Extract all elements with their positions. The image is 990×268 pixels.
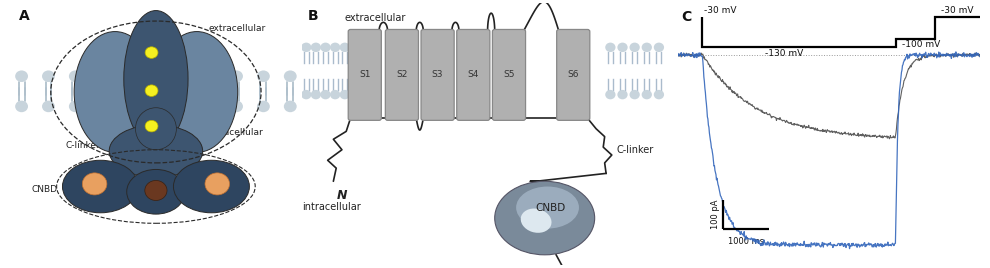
- Circle shape: [146, 47, 158, 58]
- Text: C: C: [681, 10, 691, 24]
- Circle shape: [176, 70, 189, 82]
- Circle shape: [284, 70, 297, 82]
- Text: S3: S3: [432, 70, 444, 79]
- Circle shape: [321, 90, 331, 99]
- Circle shape: [96, 101, 109, 112]
- Circle shape: [605, 90, 616, 99]
- Ellipse shape: [521, 209, 551, 233]
- Ellipse shape: [74, 32, 156, 152]
- Circle shape: [230, 101, 243, 112]
- Text: A: A: [19, 9, 30, 23]
- Ellipse shape: [136, 108, 176, 150]
- Text: S5: S5: [503, 70, 515, 79]
- Ellipse shape: [173, 160, 249, 213]
- Text: B: B: [308, 9, 319, 23]
- Circle shape: [69, 70, 82, 82]
- Circle shape: [42, 70, 54, 82]
- Text: intracellular: intracellular: [209, 128, 263, 137]
- Text: S6: S6: [567, 70, 579, 79]
- Text: CNBD: CNBD: [536, 203, 565, 213]
- Circle shape: [642, 90, 652, 99]
- Circle shape: [311, 43, 321, 52]
- Ellipse shape: [62, 160, 139, 213]
- Circle shape: [149, 101, 162, 112]
- Text: -100 mV: -100 mV: [902, 40, 940, 50]
- Circle shape: [605, 43, 616, 52]
- Circle shape: [630, 90, 640, 99]
- Text: C-linker: C-linker: [616, 145, 653, 155]
- Circle shape: [15, 70, 28, 82]
- Circle shape: [618, 43, 628, 52]
- Text: extracellular: extracellular: [345, 13, 406, 23]
- Circle shape: [96, 70, 109, 82]
- Circle shape: [82, 173, 107, 195]
- Circle shape: [15, 101, 28, 112]
- Circle shape: [257, 70, 270, 82]
- Circle shape: [330, 90, 341, 99]
- Circle shape: [653, 90, 664, 99]
- Circle shape: [618, 90, 628, 99]
- Circle shape: [145, 180, 167, 200]
- Circle shape: [311, 90, 321, 99]
- Text: -30 mV: -30 mV: [704, 6, 737, 15]
- Circle shape: [42, 101, 54, 112]
- Circle shape: [257, 101, 270, 112]
- FancyBboxPatch shape: [456, 29, 490, 120]
- FancyBboxPatch shape: [556, 29, 590, 120]
- Ellipse shape: [495, 181, 595, 255]
- Circle shape: [69, 101, 82, 112]
- Circle shape: [149, 70, 162, 82]
- Text: 1000 ms: 1000 ms: [728, 237, 764, 246]
- Circle shape: [203, 70, 216, 82]
- Text: S1: S1: [359, 70, 370, 79]
- Text: CNBD: CNBD: [32, 185, 58, 194]
- Text: -130 mV: -130 mV: [764, 49, 803, 58]
- FancyBboxPatch shape: [385, 29, 419, 120]
- Circle shape: [301, 90, 312, 99]
- Text: 100 pA: 100 pA: [712, 200, 721, 229]
- Circle shape: [330, 43, 341, 52]
- Circle shape: [146, 120, 158, 132]
- FancyBboxPatch shape: [421, 29, 454, 120]
- Circle shape: [284, 101, 297, 112]
- Ellipse shape: [156, 32, 238, 152]
- Text: N: N: [337, 189, 347, 202]
- Text: C-linker: C-linker: [65, 141, 100, 150]
- Text: S4: S4: [467, 70, 479, 79]
- Text: extracellular: extracellular: [209, 24, 265, 34]
- Text: -30 mV: -30 mV: [940, 6, 973, 15]
- Ellipse shape: [516, 187, 579, 229]
- Circle shape: [203, 101, 216, 112]
- Circle shape: [123, 70, 136, 82]
- Circle shape: [630, 43, 640, 52]
- Circle shape: [230, 70, 243, 82]
- Circle shape: [321, 43, 331, 52]
- Circle shape: [642, 43, 652, 52]
- Ellipse shape: [127, 169, 185, 214]
- Text: intracellular: intracellular: [302, 202, 360, 212]
- Ellipse shape: [124, 10, 188, 147]
- Circle shape: [340, 43, 349, 52]
- Circle shape: [205, 173, 230, 195]
- Circle shape: [301, 43, 312, 52]
- Circle shape: [176, 101, 189, 112]
- Circle shape: [653, 43, 664, 52]
- Circle shape: [340, 90, 349, 99]
- FancyBboxPatch shape: [348, 29, 381, 120]
- FancyBboxPatch shape: [492, 29, 526, 120]
- Ellipse shape: [109, 125, 203, 177]
- Circle shape: [123, 101, 136, 112]
- Circle shape: [146, 85, 158, 96]
- Text: S2: S2: [396, 70, 408, 79]
